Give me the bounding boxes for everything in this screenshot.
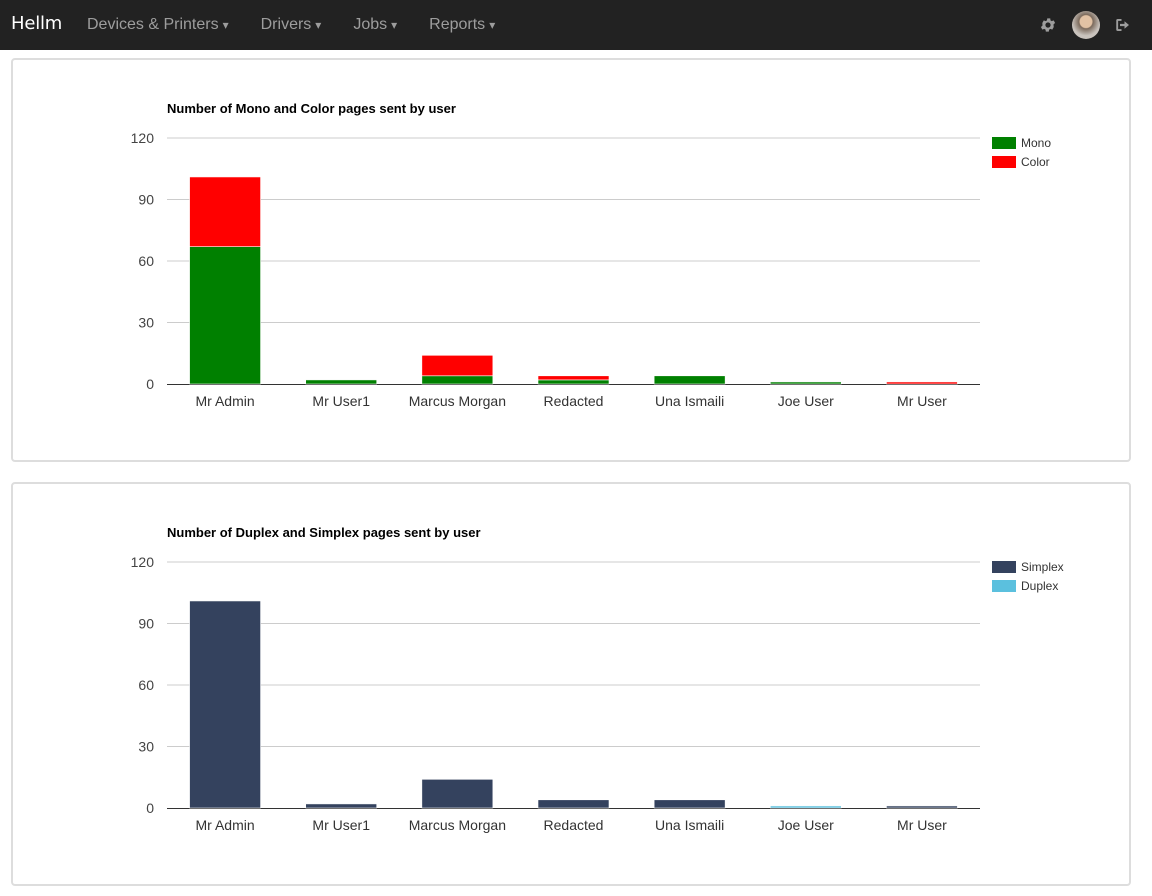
bar-duplex-5: [769, 805, 842, 809]
bar-simplex-2: [421, 778, 494, 809]
x-tick-label: Mr Admin: [196, 393, 255, 409]
duplex-simplex-chart: Number of Duplex and Simplex pages sent …: [131, 525, 1064, 833]
caret-down-icon: ▾: [489, 18, 496, 32]
legend-swatch-simplex: [992, 561, 1016, 573]
legend-swatch-color: [992, 156, 1016, 168]
legend-swatch-duplex: [992, 580, 1016, 592]
legend-swatch-mono: [992, 137, 1016, 149]
x-tick-label: Redacted: [544, 393, 604, 409]
bar-color-6: [886, 381, 958, 385]
bar-color-0: [189, 176, 261, 247]
logout-icon[interactable]: [1114, 16, 1132, 34]
y-tick-label: 120: [131, 554, 155, 570]
x-tick-label: Mr User1: [312, 817, 370, 833]
x-tick-label: Marcus Morgan: [409, 393, 506, 409]
legend-label-duplex: Duplex: [1021, 579, 1058, 593]
y-tick-label: 0: [146, 376, 154, 392]
y-tick-label: 90: [138, 616, 154, 632]
legend-label-mono: Mono: [1021, 136, 1051, 150]
y-tick-label: 120: [131, 130, 155, 146]
x-tick-label: Una Ismaili: [655, 393, 724, 409]
bar-simplex-6: [886, 805, 958, 809]
bar-mono-4: [653, 375, 726, 385]
mono-color-panel: Number of Mono and Color pages sent by u…: [11, 58, 1131, 462]
caret-down-icon: ▾: [222, 18, 229, 32]
y-tick-label: 30: [138, 315, 154, 331]
y-tick-label: 30: [138, 739, 154, 755]
bar-simplex-1: [305, 803, 378, 809]
chart-title: Number of Mono and Color pages sent by u…: [167, 101, 456, 116]
menu-devices-printers-label: Devices & Printers: [87, 16, 219, 33]
menu-jobs-label: Jobs: [353, 16, 388, 33]
menu-reports[interactable]: Reports ▾: [413, 0, 511, 50]
top-navbar: Hellm Devices & Printers ▾ Drivers ▾ Jobs ▾…: [0, 0, 1152, 50]
bar-mono-1: [305, 379, 378, 385]
menu-drivers[interactable]: Drivers ▾: [245, 0, 338, 50]
x-tick-label: Mr User: [897, 393, 947, 409]
bar-color-2: [421, 354, 494, 377]
main-menu: Devices & Printers ▾ Drivers ▾ Jobs ▾ Repor…: [71, 0, 511, 50]
bar-color-3: [537, 375, 610, 381]
menu-drivers-label: Drivers: [260, 16, 312, 33]
menu-jobs[interactable]: Jobs ▾: [337, 0, 413, 50]
caret-down-icon: ▾: [315, 18, 322, 32]
y-tick-label: 90: [138, 192, 154, 208]
bar-simplex-3: [537, 799, 610, 809]
x-tick-label: Una Ismaili: [655, 817, 724, 833]
y-tick-label: 0: [146, 800, 154, 816]
bar-simplex-0: [189, 600, 261, 809]
x-tick-label: Mr User: [897, 817, 947, 833]
x-tick-label: Redacted: [544, 817, 604, 833]
caret-down-icon: ▾: [391, 18, 398, 32]
user-avatar[interactable]: [1072, 11, 1100, 39]
bar-mono-2: [421, 375, 494, 385]
mono-color-chart: Number of Mono and Color pages sent by u…: [131, 101, 1052, 409]
bar-mono-5: [769, 381, 842, 385]
x-tick-label: Joe User: [778, 393, 834, 409]
y-tick-label: 60: [138, 677, 154, 693]
x-tick-label: Mr User1: [312, 393, 370, 409]
menu-devices-printers[interactable]: Devices & Printers ▾: [71, 0, 245, 50]
x-tick-label: Joe User: [778, 817, 834, 833]
menu-reports-label: Reports: [429, 16, 486, 33]
bar-simplex-4: [653, 799, 726, 809]
bar-mono-3: [537, 379, 610, 385]
x-tick-label: Mr Admin: [196, 817, 255, 833]
brand-logo[interactable]: Hellm: [11, 13, 63, 34]
chart-title: Number of Duplex and Simplex pages sent …: [167, 525, 481, 540]
legend-label-color: Color: [1021, 155, 1050, 169]
bar-mono-0: [189, 246, 261, 385]
y-tick-label: 60: [138, 253, 154, 269]
duplex-simplex-panel: Number of Duplex and Simplex pages sent …: [11, 482, 1131, 886]
gear-icon[interactable]: [1039, 16, 1057, 34]
legend-label-simplex: Simplex: [1021, 560, 1064, 574]
x-tick-label: Marcus Morgan: [409, 817, 506, 833]
